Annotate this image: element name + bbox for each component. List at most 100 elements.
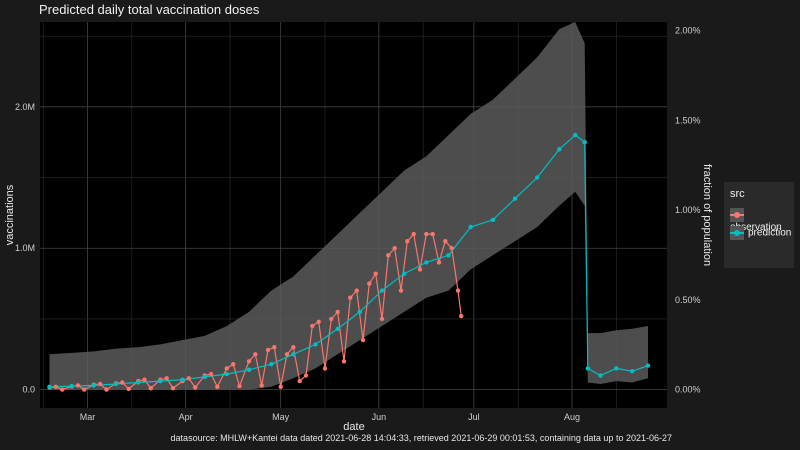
y-tick-label: 0.0	[22, 385, 35, 395]
data-point-observation	[120, 380, 125, 385]
data-point-prediction	[573, 132, 578, 138]
legend-title: src	[730, 188, 745, 200]
series-points	[47, 132, 651, 392]
data-point-prediction	[224, 371, 229, 377]
data-point-observation	[424, 231, 429, 237]
data-point-observation	[170, 386, 176, 391]
data-point-observation	[193, 385, 198, 390]
data-point-prediction	[313, 342, 318, 347]
data-point-observation	[348, 295, 353, 300]
data-point-observation	[104, 387, 109, 392]
data-point-prediction	[180, 377, 185, 382]
data-point-observation	[436, 260, 442, 265]
data-point-prediction	[446, 253, 451, 258]
data-point-observation	[291, 345, 296, 350]
legend-key-prediction	[730, 226, 744, 240]
data-point-observation	[164, 376, 169, 381]
data-point-prediction	[585, 366, 590, 371]
x-tick-label: Mar	[80, 412, 96, 422]
legend-item-prediction: prediction	[730, 226, 791, 240]
data-point-observation	[322, 366, 328, 371]
data-point-observation	[237, 383, 242, 389]
data-point-prediction	[246, 367, 252, 372]
legend-label-observation: observation	[730, 222, 782, 233]
data-point-observation	[443, 239, 448, 244]
data-point-observation	[398, 288, 404, 293]
data-point-observation	[373, 271, 378, 276]
data-point-prediction	[379, 288, 385, 293]
y-axis-label: vaccinations	[4, 184, 16, 245]
legend: src observation prediction	[724, 182, 794, 268]
data-point-prediction	[424, 260, 429, 265]
x-tick-label: Jun	[372, 412, 387, 422]
data-source-caption: datasource: MHLW+Kantei data dated 2021-…	[170, 433, 672, 443]
data-point-observation	[224, 366, 229, 371]
y2-tick-label: 0.50%	[675, 295, 701, 305]
y2-axis-label: fraction of population	[701, 164, 713, 266]
legend-key-observation	[730, 208, 744, 222]
data-point-prediction	[630, 369, 635, 374]
data-point-observation	[272, 345, 277, 350]
data-point-observation	[259, 383, 264, 388]
x-axis-label: date	[343, 421, 364, 433]
data-point-prediction	[335, 326, 340, 331]
data-point-observation	[148, 386, 153, 391]
data-point-prediction	[357, 309, 362, 315]
data-point-observation	[253, 352, 258, 357]
data-point-observation	[208, 371, 214, 377]
data-point-observation	[310, 323, 315, 329]
data-point-observation	[60, 387, 65, 392]
data-point-observation	[455, 288, 461, 293]
data-point-prediction	[136, 380, 141, 385]
data-point-observation	[379, 316, 385, 322]
data-point-prediction	[535, 175, 540, 180]
data-point-observation	[430, 231, 435, 237]
x-tick-label: May	[272, 412, 290, 422]
x-tick-label: Apr	[179, 412, 193, 422]
data-point-observation	[297, 378, 302, 384]
y2-tick-label: 2.00%	[675, 25, 701, 35]
prediction-interval	[49, 22, 648, 390]
data-point-observation	[82, 387, 87, 392]
x-tick-label: Aug	[564, 412, 580, 422]
data-point-observation	[386, 253, 391, 258]
data-point-observation	[411, 231, 416, 237]
data-point-observation	[126, 386, 131, 392]
data-point-prediction	[402, 271, 407, 276]
data-point-prediction	[490, 217, 495, 223]
legend-item-observation: observation	[730, 208, 794, 233]
data-point-observation	[303, 373, 309, 378]
data-point-observation	[329, 316, 334, 322]
axes: Mar Apr May Jun Jul Aug 0.0 1.0M 2.0M 0.00% 0.50% 1…	[15, 25, 701, 422]
y-tick-label: 2.0M	[15, 102, 35, 112]
x-tick-label: Jul	[468, 412, 480, 422]
data-point-observation	[265, 347, 271, 353]
data-point-prediction	[582, 140, 587, 145]
data-point-observation	[459, 313, 464, 319]
data-point-observation	[53, 384, 58, 389]
prediction-band	[49, 22, 648, 390]
data-point-prediction	[113, 381, 119, 387]
data-point-prediction	[614, 366, 619, 371]
data-point-observation	[392, 246, 397, 251]
data-point-observation	[354, 288, 359, 293]
data-point-observation	[98, 381, 103, 387]
data-point-observation	[335, 309, 340, 315]
data-point-prediction	[598, 373, 603, 378]
data-point-observation	[231, 362, 236, 367]
data-point-prediction	[291, 352, 296, 357]
data-point-prediction	[468, 224, 473, 230]
data-point-prediction	[512, 196, 518, 201]
data-point-prediction	[557, 147, 562, 152]
data-point-observation	[75, 383, 81, 388]
data-point-observation	[316, 319, 321, 324]
data-point-observation	[341, 359, 347, 364]
y2-tick-label: 1.50%	[675, 115, 701, 125]
data-point-observation	[417, 267, 423, 272]
chart-title: Predicted daily total vaccination doses	[39, 2, 260, 17]
y-tick-label: 1.0M	[15, 243, 35, 253]
data-point-prediction	[645, 363, 651, 368]
y2-tick-label: 1.00%	[675, 205, 701, 215]
data-point-observation	[360, 337, 366, 343]
